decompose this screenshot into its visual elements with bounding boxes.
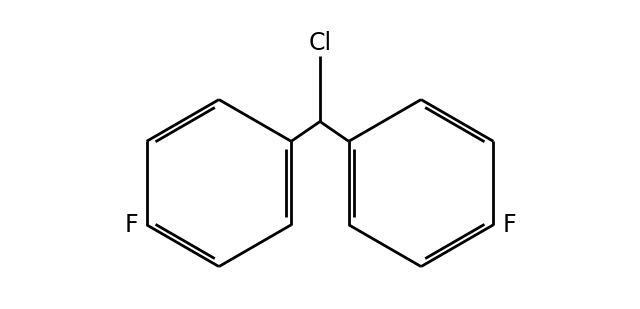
Text: F: F (124, 213, 138, 237)
Text: Cl: Cl (308, 31, 332, 54)
Text: F: F (502, 213, 516, 237)
